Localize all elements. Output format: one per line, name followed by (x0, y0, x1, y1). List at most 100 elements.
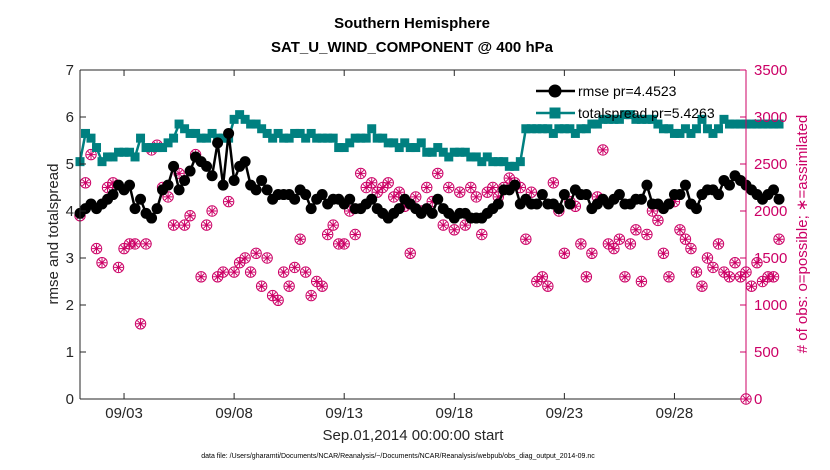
totalspread-point (257, 124, 267, 134)
y-axis-right-label: # of obs: o=possible; ∗=assimilated (794, 115, 811, 354)
obs-possible-marker (355, 167, 367, 180)
rmse-point (289, 193, 301, 205)
obs-assimilated-marker (383, 178, 393, 188)
rmse-point (366, 193, 378, 205)
obs-assimilated-marker (141, 239, 151, 249)
y-tick-label: 6 (66, 109, 74, 126)
obs-assimilated-marker (614, 234, 624, 244)
obs-assimilated-marker (97, 258, 107, 268)
rmse-point (679, 179, 691, 191)
rmse-point (690, 203, 702, 215)
obs-possible-marker (597, 144, 609, 156)
legend-marker (548, 84, 562, 98)
y-right-tick-label: 2500 (754, 156, 787, 173)
totalspread-point (86, 133, 96, 143)
obs-assimilated-marker (427, 197, 437, 207)
obs-assimilated-marker (246, 267, 256, 277)
totalspread-point (389, 138, 399, 148)
totalspread-point (708, 128, 718, 138)
totalspread-point (169, 133, 179, 143)
obs-assimilated-marker (405, 248, 415, 258)
totalspread-series (75, 110, 784, 171)
obs-possible-marker (454, 186, 466, 198)
y-right-tick-label: 500 (754, 344, 779, 361)
rmse-point (426, 207, 438, 219)
totalspread-point (416, 138, 426, 148)
obs-possible-marker (316, 280, 328, 292)
totalspread-point (460, 147, 470, 157)
obs-possible-marker (465, 181, 477, 194)
obs-possible-marker (525, 186, 538, 198)
obs-possible-marker (261, 252, 273, 264)
obs-assimilated-marker (482, 187, 492, 197)
obs-possible-marker (696, 280, 708, 292)
chart-subtitle: SAT_U_WIND_COMPONENT @ 400 hPa (271, 39, 554, 56)
y-right-tick-label: 1500 (754, 250, 787, 267)
obs-assimilated-marker (394, 187, 404, 197)
obs-possible-marker (657, 247, 670, 260)
obs-possible-marker (679, 233, 692, 245)
obs-assimilated-marker (537, 272, 547, 282)
obs-possible-marker (167, 219, 180, 231)
obs-assimilated-marker (543, 281, 553, 291)
obs-assimilated-marker (174, 168, 184, 178)
obs-assimilated-marker (444, 183, 454, 192)
totalspread-point (273, 128, 283, 138)
obs-possible-marker (712, 238, 725, 250)
rmse-point (344, 193, 356, 205)
obs-possible-marker (542, 280, 554, 292)
rmse-point (212, 137, 224, 149)
obs-assimilated-marker (691, 267, 701, 277)
rmse-point (558, 189, 570, 201)
obs-assimilated-marker (642, 230, 652, 239)
totalspread-point (345, 138, 355, 148)
rmse-point (124, 179, 136, 191)
totalspread-point (697, 114, 707, 124)
obs-assimilated-marker (702, 253, 712, 263)
obs-assimilated-marker (257, 281, 267, 291)
totalspread-point (686, 128, 696, 138)
obs-possible-marker (85, 148, 97, 161)
obs-assimilated-marker (587, 248, 597, 258)
totalspread-point (367, 124, 377, 134)
totalspread-point (306, 128, 316, 138)
obs-possible-marker (432, 167, 444, 180)
obs-assimilated-marker (433, 168, 443, 178)
x-axis-label: Sep.01,2014 00:00:00 start (323, 427, 505, 444)
obs-assimilated-marker (400, 201, 410, 211)
axes-layer: 0 1 2 3 4 5 6 7 0 500 1000 1500 2000 2500 3000 3500 09/0… (66, 62, 788, 422)
rmse-point (768, 184, 780, 196)
totalspread-point (108, 152, 118, 162)
y-right-tick-label: 3000 (754, 109, 787, 126)
x-tick-label: 09/18 (436, 405, 474, 422)
obs-possible-marker (476, 228, 488, 241)
obs-assimilated-marker (631, 225, 641, 235)
obs-assimilated-marker (559, 248, 569, 258)
rmse-point (663, 198, 675, 210)
totalspread-point (614, 114, 624, 124)
totalspread-point (174, 119, 184, 129)
obs-possible-marker (184, 210, 196, 222)
obs-assimilated-marker (669, 197, 679, 207)
obs-assimilated-marker (769, 272, 779, 282)
obs-assimilated-marker (251, 248, 261, 258)
obs-assimilated-marker (103, 183, 113, 192)
y-tick-label: 2 (66, 297, 74, 314)
totalspread-point (515, 157, 525, 167)
obs-possible-marker (410, 191, 422, 203)
totalspread-point (433, 143, 443, 153)
obs-possible-marker (222, 195, 235, 208)
totalspread-point (97, 157, 107, 167)
obs-possible-marker (624, 238, 637, 250)
obs-assimilated-marker (295, 234, 305, 244)
rmse-point (129, 203, 141, 215)
rmse-point (201, 160, 213, 172)
totalspread-point (136, 133, 146, 143)
totalspread-point (653, 119, 663, 129)
totalspread-point (229, 114, 239, 124)
obs-assimilated-marker (108, 178, 118, 188)
obs-assimilated-marker (202, 220, 212, 230)
rmse-point (250, 184, 262, 196)
obs-assimilated-marker (279, 267, 289, 277)
totalspread-point (339, 143, 349, 153)
